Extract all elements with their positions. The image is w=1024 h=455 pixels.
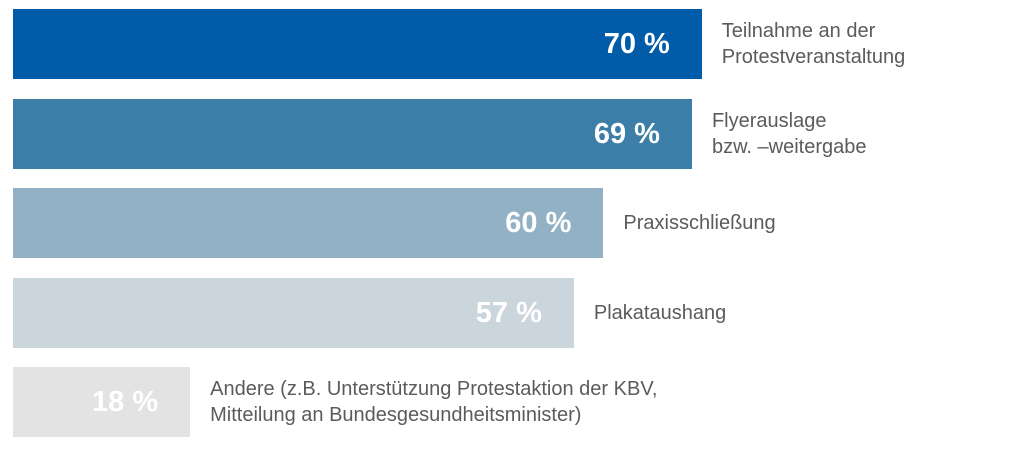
category-label: Plakataushang [593, 302, 727, 324]
bar: 70 % [13, 9, 702, 79]
data-label: 69 % [593, 118, 660, 150]
data-label: 60 % [505, 207, 572, 239]
bar: 57 % [13, 278, 574, 348]
bar: 69 % [13, 99, 692, 169]
category-label: Teilnahme an der Protestveranstaltung [721, 20, 906, 68]
bar: 60 % [13, 188, 604, 258]
category-label: Andere (z.B. Unterstützung Protestaktion… [210, 378, 658, 426]
data-label: 57 % [475, 297, 542, 329]
category-label: Praxisschließung [623, 212, 776, 234]
data-label: 70 % [603, 28, 670, 60]
category-label: Flyerauslage bzw. –weitergabe [711, 110, 867, 158]
data-label: 18 % [92, 386, 159, 418]
bar: 18 % [13, 367, 191, 437]
